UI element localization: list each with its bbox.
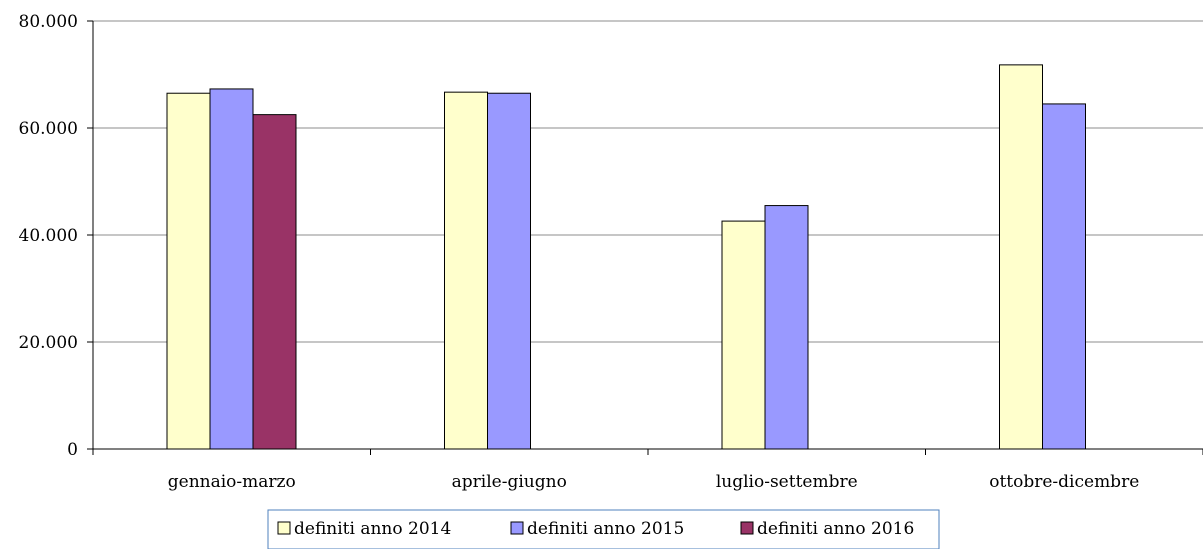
legend-box <box>267 509 940 549</box>
bar <box>721 220 766 450</box>
y-tick-label: 40.000 <box>19 226 78 246</box>
legend-label: definiti anno 2015 <box>527 519 684 539</box>
y-tick-labels: 0 20.000 40.000 60.000 80.000 <box>19 12 78 460</box>
y-tick-label: 80.000 <box>19 12 78 32</box>
x-category-label: ottobre-dicembre <box>989 472 1139 492</box>
y-tick-label: 0 <box>67 440 78 460</box>
axes <box>87 20 1203 455</box>
legend: definiti anno 2014 definiti anno 2015 defi… <box>267 509 940 549</box>
legend-swatch <box>510 521 524 535</box>
y-tick-label: 60.000 <box>19 119 78 139</box>
bar <box>764 205 809 450</box>
bars <box>166 64 1086 450</box>
legend-label: definiti anno 2016 <box>757 519 914 539</box>
legend-label: definiti anno 2014 <box>294 519 451 539</box>
bar <box>1042 103 1086 450</box>
bar <box>487 92 531 450</box>
bar <box>444 91 488 450</box>
y-tick-label: 20.000 <box>19 333 78 353</box>
x-category-label: aprile-giugno <box>452 472 567 492</box>
bar <box>209 88 254 450</box>
legend-swatch <box>277 521 291 535</box>
category-labels: gennaio-marzo aprile-giugno luglio-settemb… <box>168 472 1140 492</box>
bar <box>166 92 211 450</box>
x-category-label: gennaio-marzo <box>168 472 296 492</box>
legend-swatch <box>740 521 754 535</box>
x-category-label: luglio-settembre <box>716 472 858 492</box>
bar <box>999 64 1043 450</box>
bar <box>252 114 297 450</box>
